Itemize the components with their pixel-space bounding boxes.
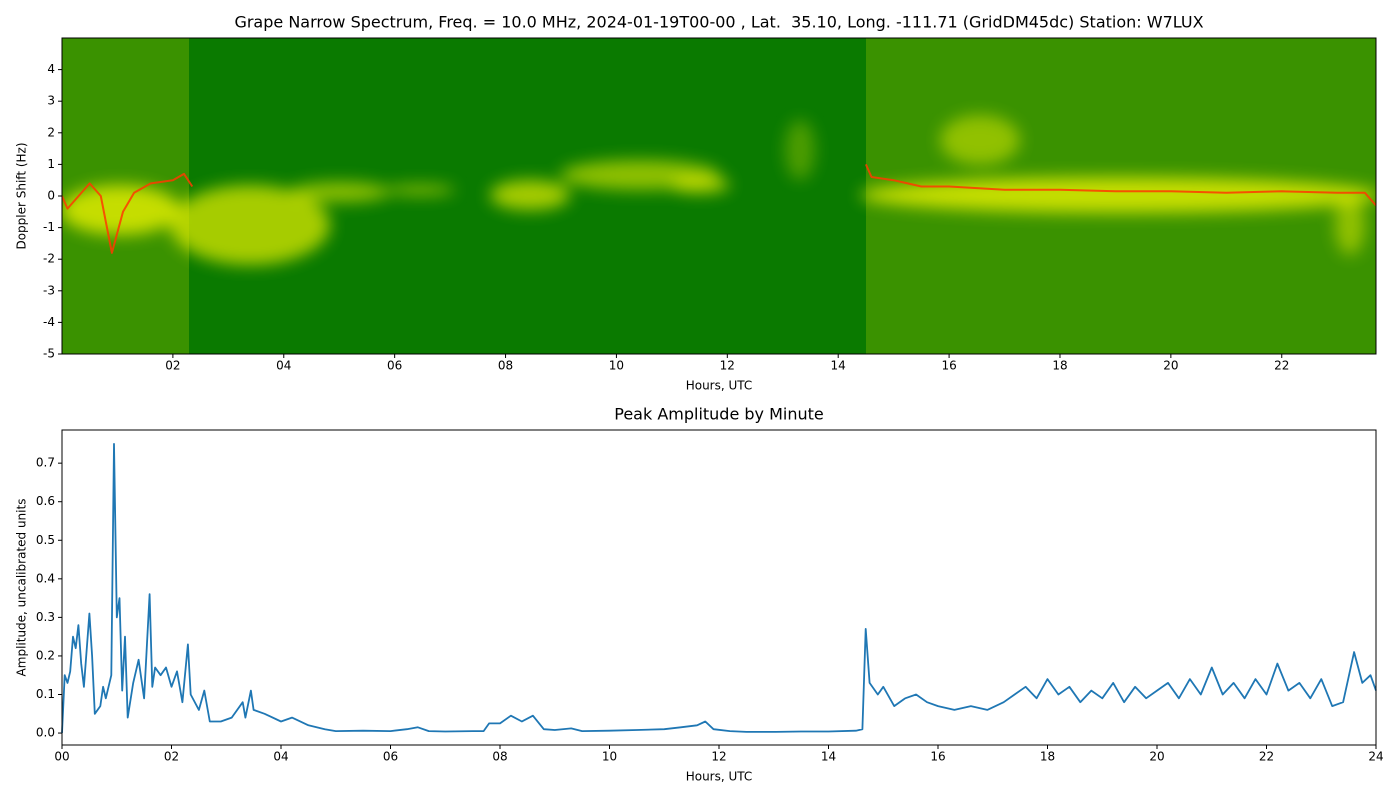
x-tick-label: 08 bbox=[492, 750, 507, 764]
y-tick-label: 0.4 bbox=[36, 571, 55, 585]
y-tick-label: 0.7 bbox=[36, 456, 55, 470]
x-tick-label: 06 bbox=[383, 750, 398, 764]
x-tick-label: 24 bbox=[1368, 750, 1383, 764]
y-tick-label: 0 bbox=[47, 189, 55, 203]
y-tick-label: 0.1 bbox=[36, 687, 55, 701]
y-tick-label: -1 bbox=[43, 220, 55, 234]
x-tick-label: 20 bbox=[1149, 750, 1164, 764]
x-tick-label: 12 bbox=[720, 359, 735, 373]
y-tick-label: -5 bbox=[43, 347, 55, 361]
x-axis-label: Hours, UTC bbox=[686, 379, 753, 393]
x-tick-label: 00 bbox=[54, 750, 69, 764]
y-tick-label: -2 bbox=[43, 252, 55, 266]
amplitude-line bbox=[61, 443, 1377, 734]
x-tick-label: 10 bbox=[602, 750, 617, 764]
spectrogram-image bbox=[62, 38, 1376, 354]
y-tick-label: 4 bbox=[47, 62, 55, 76]
y-tick-label: -4 bbox=[43, 315, 55, 329]
x-tick-label: 14 bbox=[831, 359, 846, 373]
y-tick-label: 0.3 bbox=[36, 610, 55, 624]
y-tick-label: 2 bbox=[47, 125, 55, 139]
x-tick-label: 22 bbox=[1274, 359, 1289, 373]
x-tick-label: 16 bbox=[941, 359, 956, 373]
y-tick-label: 0.5 bbox=[36, 533, 55, 547]
x-tick-label: 06 bbox=[387, 359, 402, 373]
y-axis-label: Amplitude, uncalibrated units bbox=[15, 499, 29, 677]
x-tick-label: 18 bbox=[1052, 359, 1067, 373]
x-tick-label: 12 bbox=[711, 750, 726, 764]
x-tick-label: 18 bbox=[1040, 750, 1055, 764]
x-tick-label: 10 bbox=[609, 359, 624, 373]
x-tick-label: 02 bbox=[164, 750, 179, 764]
signal-blobs bbox=[62, 115, 1376, 265]
x-tick-label: 02 bbox=[165, 359, 180, 373]
y-tick-label: 3 bbox=[47, 94, 55, 108]
y-tick-label: 0.2 bbox=[36, 648, 55, 662]
x-tick-label: 22 bbox=[1259, 750, 1274, 764]
x-tick-label: 04 bbox=[276, 359, 291, 373]
y-tick-label: 0.0 bbox=[36, 726, 55, 740]
x-tick-label: 14 bbox=[821, 750, 836, 764]
x-axis-label: Hours, UTC bbox=[686, 770, 753, 784]
x-tick-label: 16 bbox=[930, 750, 945, 764]
plot-frame bbox=[61, 429, 1377, 746]
plot-frame bbox=[61, 37, 1377, 355]
y-tick-label: 1 bbox=[47, 157, 55, 171]
y-tick-label: 0.6 bbox=[36, 494, 55, 508]
chart-title: Grape Narrow Spectrum, Freq. = 10.0 MHz,… bbox=[234, 13, 1203, 32]
x-tick-label: 04 bbox=[273, 750, 288, 764]
chart-title: Peak Amplitude by Minute bbox=[614, 405, 824, 424]
x-tick-label: 08 bbox=[498, 359, 513, 373]
x-tick-label: 20 bbox=[1163, 359, 1178, 373]
doppler-trace bbox=[62, 163, 1376, 254]
y-tick-label: -3 bbox=[43, 283, 55, 297]
y-axis-label: Doppler Shift (Hz) bbox=[15, 142, 29, 249]
